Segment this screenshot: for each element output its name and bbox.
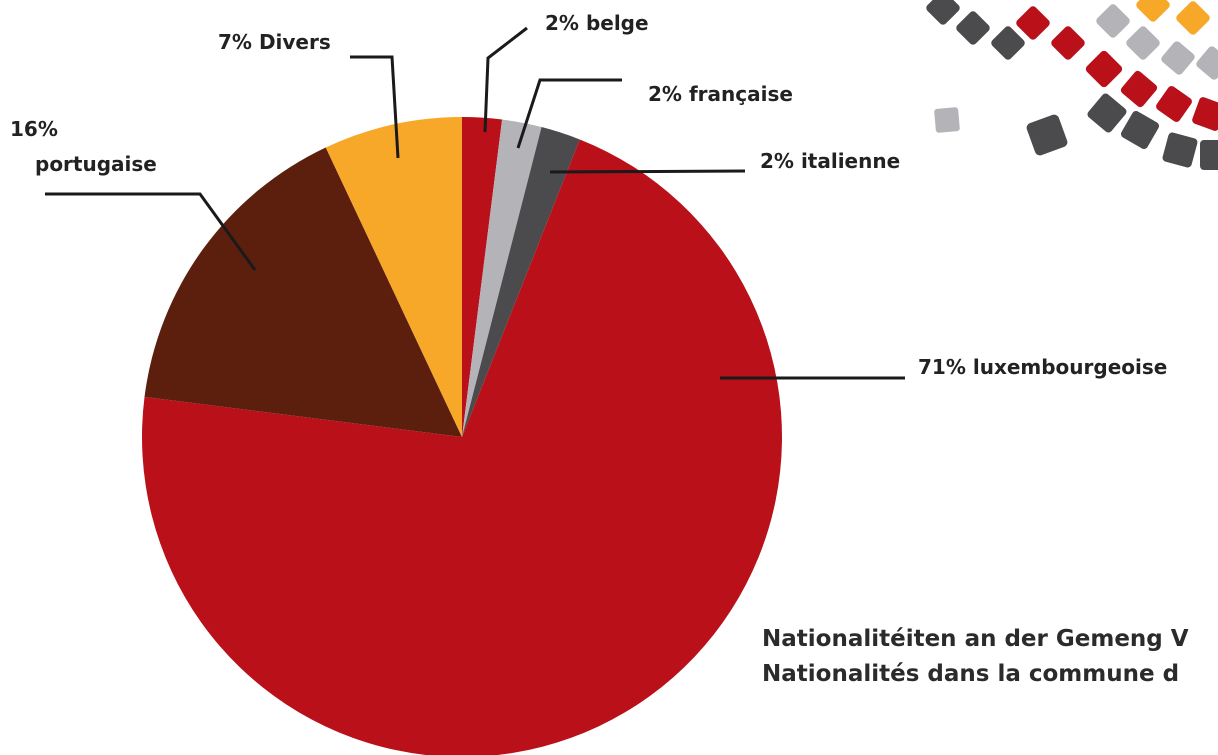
leader-lines <box>45 26 905 380</box>
value-label: 2% <box>648 82 682 106</box>
category-label: Divers <box>259 30 331 54</box>
slice-label: 2% italienne <box>760 149 900 173</box>
decoration <box>926 0 1218 170</box>
pie-slice <box>142 139 782 755</box>
pie-slice <box>144 147 462 438</box>
chart-title: Nationalitéiten an der Gemeng V <box>762 626 1189 652</box>
category-label: française <box>689 82 793 106</box>
pie-slice <box>462 117 503 437</box>
pie-slice <box>462 127 580 437</box>
category-label: belge <box>586 11 649 35</box>
labels: 2% belge 2% française 2% italienne 71% l… <box>10 11 1167 379</box>
pie <box>142 117 782 755</box>
category-label: italienne <box>801 149 900 173</box>
chart-title: Nationalités dans la commune d <box>762 661 1179 687</box>
category-label: portugaise <box>35 152 157 176</box>
value-label: 2% <box>760 149 794 173</box>
value-label: 71% <box>918 355 966 379</box>
slice-label: 71% luxembourgeoise <box>918 355 1167 379</box>
slice-label: 2% française <box>648 82 793 106</box>
slice-label: 2% belge <box>545 11 649 35</box>
slice-label: 7% Divers <box>218 30 331 54</box>
value-label: 2% <box>545 11 579 35</box>
pie-slice <box>462 119 542 438</box>
pie-slice <box>325 117 462 437</box>
category-label: luxembourgeoise <box>973 355 1168 379</box>
value-label: 16% <box>10 117 58 141</box>
value-label: 7% <box>218 30 252 54</box>
